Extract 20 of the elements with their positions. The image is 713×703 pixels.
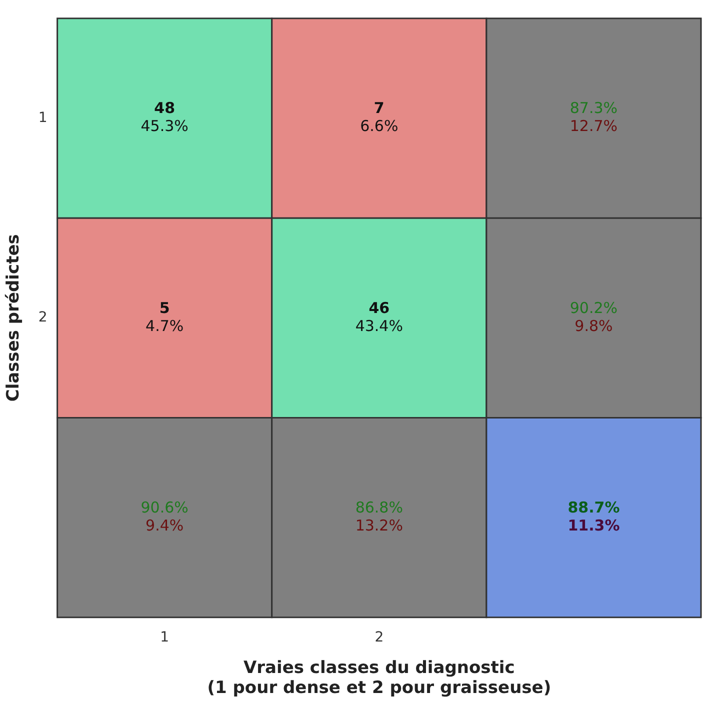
annotation: 12.7% [570, 117, 618, 136]
data-label: 90.2% [570, 298, 618, 317]
data-label: 86.8% [355, 498, 403, 516]
annotation: 11.3% [568, 516, 620, 534]
data-label: 7 [374, 99, 384, 118]
annotation: 13.2% [355, 516, 403, 534]
y-axis-title: Classes prédictes [4, 234, 24, 402]
annotation: 9.4% [146, 516, 184, 534]
annotation: 9.8% [574, 316, 613, 335]
annotation: 4.7% [146, 316, 184, 335]
data-label: 46 [368, 298, 390, 317]
annotation: 6.6% [360, 117, 398, 136]
data-label: 90.6% [140, 498, 188, 516]
annotation: 43.4% [355, 316, 403, 335]
data-label: 88.7% [568, 498, 620, 516]
data-label: 87.3% [570, 99, 618, 118]
data-label: 48 [154, 99, 176, 118]
annotation: 45.3% [140, 117, 188, 136]
x-axis-title: Vraies classes du diagnostic (1 pour dense et 2 pour graisseuse) [207, 658, 552, 698]
data-label: 5 [159, 298, 170, 317]
